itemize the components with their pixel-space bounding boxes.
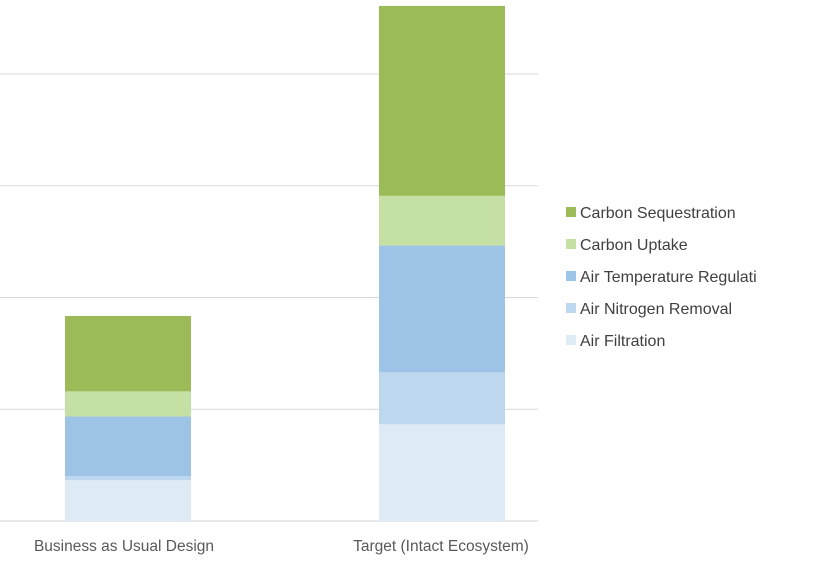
legend-label-carbon-uptake: Carbon Uptake xyxy=(580,237,688,254)
bar-segment-air-filtration-1 xyxy=(379,424,505,521)
bar-segment-carbon-sequestration-1 xyxy=(379,5,505,196)
bar-segment-air-nitrogen-removal-1 xyxy=(379,372,505,425)
legend-swatch-carbon-uptake xyxy=(566,239,576,249)
legend-label-air-filtration: Air Filtration xyxy=(580,333,665,350)
bar-segment-air-temperature-regulati-0 xyxy=(65,416,191,477)
category-label-business-as-usual: Business as Usual Design xyxy=(34,538,214,555)
legend-swatch-carbon-sequestration xyxy=(566,207,576,217)
legend-swatch-air-temperature-regulation xyxy=(566,271,576,281)
bar-segment-carbon-uptake-0 xyxy=(65,391,191,417)
bar-segment-carbon-uptake-1 xyxy=(379,195,505,246)
category-label-target-intact-ecosystem: Target (Intact Ecosystem) xyxy=(353,538,529,555)
legend-label-air-nitrogen-removal: Air Nitrogen Removal xyxy=(580,301,732,318)
bar-segment-air-filtration-0 xyxy=(65,480,191,521)
category-labels: Business as Usual Design Target (Intact … xyxy=(34,538,529,555)
bar-segment-air-temperature-regulati-1 xyxy=(379,245,505,373)
legend-swatch-air-nitrogen-removal xyxy=(566,303,576,313)
legend-swatch-air-filtration xyxy=(566,335,576,345)
legend: Carbon Sequestration Carbon Uptake Air T… xyxy=(566,205,757,350)
legend-label-carbon-sequestration: Carbon Sequestration xyxy=(580,205,736,222)
legend-label-air-temperature-regulation: Air Temperature Regulati xyxy=(580,269,757,286)
bars xyxy=(65,5,505,521)
bar-segment-air-nitrogen-removal-0 xyxy=(65,476,191,481)
bar-segment-carbon-sequestration-0 xyxy=(65,315,191,392)
